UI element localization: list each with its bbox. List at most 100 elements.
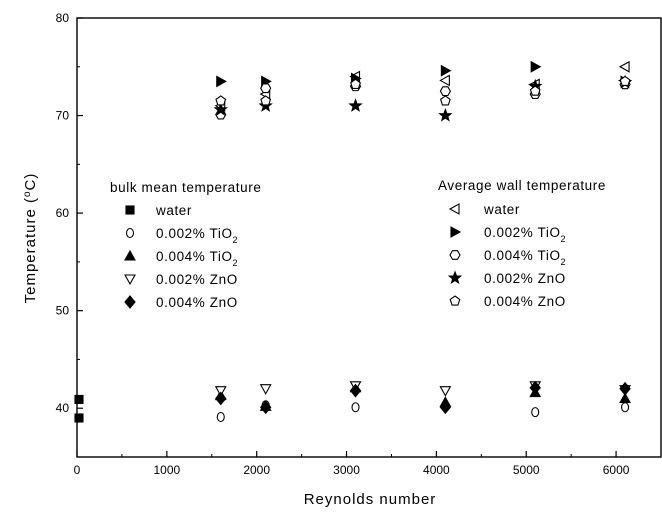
data-point xyxy=(260,83,272,94)
legend-marker xyxy=(125,227,135,239)
legend-item: 0.004% TiO2 xyxy=(449,248,566,267)
data-point xyxy=(215,391,227,406)
legend-item: water xyxy=(125,203,192,218)
data-point xyxy=(439,400,452,415)
data-point xyxy=(531,407,540,418)
legend-label-text: 0.004% ZnO xyxy=(156,295,238,310)
legend-label-text: 0.004% TiO xyxy=(156,249,233,264)
legend-item: 0.002% TiO2 xyxy=(125,226,238,245)
data-point xyxy=(349,383,362,398)
legend-marker xyxy=(450,226,462,238)
series xyxy=(74,394,84,423)
data-point xyxy=(529,85,541,96)
series xyxy=(214,60,630,112)
legend-label-text: water xyxy=(155,203,192,218)
series xyxy=(215,75,631,106)
legend-label: 0.002% ZnO xyxy=(156,272,238,287)
y-tick-label: 70 xyxy=(56,109,70,123)
series xyxy=(214,381,631,397)
y-axis-title: Temperature (oC) xyxy=(22,173,40,304)
legend-item: 0.004% ZnO xyxy=(124,295,238,310)
axis-ticks: 0 1000 2000 3000 4000 5000 6000 40 50 60 70 80 xyxy=(56,11,630,477)
data-point xyxy=(260,95,272,106)
data-point xyxy=(618,60,630,73)
x-tick-label: 6000 xyxy=(603,463,630,477)
legend-label-text: 0.002% TiO xyxy=(484,225,561,240)
legend-marker xyxy=(124,249,136,261)
data-point xyxy=(259,384,272,395)
y-axis-title-degree: o xyxy=(22,190,33,197)
legend-title: Average wall temperature xyxy=(438,178,606,193)
data-point xyxy=(348,98,363,112)
data-point xyxy=(216,75,227,88)
data-point xyxy=(215,95,227,106)
data-point xyxy=(530,60,542,73)
legend-label-subscript: 2 xyxy=(233,235,239,245)
legend-marker xyxy=(125,205,135,215)
legend-marker xyxy=(124,295,136,309)
data-point xyxy=(74,413,84,423)
data-point xyxy=(216,411,225,423)
legend-item: 0.004% ZnO xyxy=(449,294,566,309)
data-point xyxy=(439,386,452,397)
series xyxy=(216,60,632,88)
series xyxy=(216,400,630,423)
legend-label-subscript: 2 xyxy=(561,257,567,267)
legend-label: 0.004% TiO2 xyxy=(156,249,238,268)
legend-marker xyxy=(124,274,136,286)
legend-label-text: 0.002% ZnO xyxy=(156,272,238,287)
data-point xyxy=(621,402,630,413)
legend-label-text: 0.002% TiO xyxy=(156,226,233,241)
legend-item: 0.004% TiO2 xyxy=(124,249,238,268)
series xyxy=(214,381,631,411)
legend-label: water xyxy=(483,202,520,217)
legend-average-wall-temperature: Average wall temperature water 0.002% TiO… xyxy=(438,178,606,309)
data-points xyxy=(74,60,633,423)
y-tick-label: 50 xyxy=(56,304,70,318)
data-point xyxy=(438,107,453,122)
legend-label: 0.004% ZnO xyxy=(156,295,238,310)
data-point xyxy=(74,394,84,404)
legend-label-subscript: 2 xyxy=(233,258,239,268)
legend-item: 0.002% ZnO xyxy=(124,272,238,287)
data-point xyxy=(351,402,360,413)
x-tick-label: 4000 xyxy=(423,463,450,477)
legend-label-text: 0.004% ZnO xyxy=(484,294,566,309)
data-point xyxy=(214,386,227,397)
plot-frame xyxy=(76,17,662,458)
data-point xyxy=(619,75,631,87)
x-tick-label: 2000 xyxy=(243,463,270,477)
data-point xyxy=(259,400,272,415)
series xyxy=(213,74,633,122)
data-point xyxy=(350,78,361,89)
legend-label: 0.004% TiO2 xyxy=(484,248,566,267)
y-tick-label: 60 xyxy=(56,206,70,220)
legend-label-subscript: 2 xyxy=(561,234,567,244)
series xyxy=(215,79,631,120)
x-axis-title: Reynolds number xyxy=(304,491,437,508)
legend-title: bulk mean temperature xyxy=(110,180,261,195)
data-point xyxy=(439,74,450,87)
y-tick-label: 40 xyxy=(56,401,70,415)
data-point xyxy=(439,95,451,106)
series xyxy=(215,380,631,415)
legend-marker xyxy=(449,250,461,260)
data-point xyxy=(439,86,452,97)
x-tick-label: 3000 xyxy=(333,463,360,477)
svg-text:Temperature (oC): Temperature (oC) xyxy=(22,173,40,304)
legend-label: 0.002% TiO2 xyxy=(484,225,566,244)
y-axis-title-main: Temperature ( xyxy=(22,197,39,303)
data-point xyxy=(529,380,541,395)
legend-label: 0.004% ZnO xyxy=(484,294,566,309)
legend-label-text: water xyxy=(483,202,520,217)
legend-label: 0.002% TiO2 xyxy=(156,226,238,245)
legend-marker xyxy=(449,295,461,306)
legend-label-text: 0.004% TiO xyxy=(484,248,561,263)
data-point xyxy=(213,102,228,116)
data-point xyxy=(619,392,631,404)
legend-label-text: 0.002% ZnO xyxy=(484,271,566,286)
y-tick-label: 80 xyxy=(56,11,70,25)
legend-item: water xyxy=(448,202,520,217)
